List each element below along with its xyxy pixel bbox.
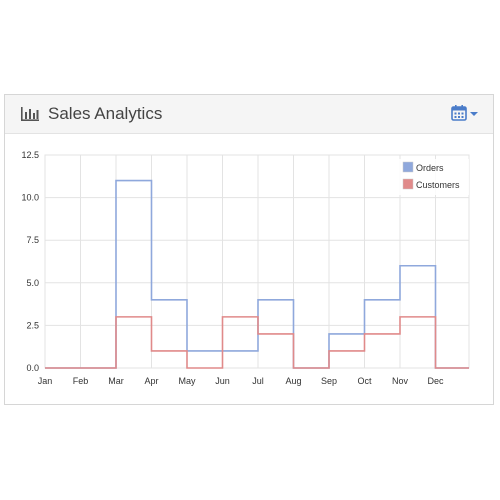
- x-tick-label: Oct: [357, 376, 372, 386]
- legend-label: Customers: [416, 180, 460, 190]
- x-tick-label: Sep: [321, 376, 337, 386]
- y-tick-label: 2.5: [26, 320, 39, 330]
- x-tick-label: May: [178, 376, 196, 386]
- panel-title: Sales Analytics: [48, 104, 163, 123]
- x-tick-label: Apr: [144, 376, 158, 386]
- series-line-customers: [45, 316, 469, 369]
- y-tick-label: 0.0: [26, 363, 39, 373]
- y-tick-label: 7.5: [26, 235, 39, 245]
- legend-swatch: [402, 178, 414, 190]
- sales-analytics-panel: Sales Analytics: [4, 94, 494, 405]
- bar-chart-icon: [21, 107, 39, 121]
- y-tick-label: 5.0: [26, 278, 39, 288]
- legend-swatch: [402, 161, 414, 173]
- x-tick-label: Jul: [252, 376, 264, 386]
- x-tick-label: Aug: [285, 376, 301, 386]
- calendar-icon: [451, 105, 478, 121]
- y-tick-label: 12.5: [21, 150, 39, 160]
- date-range-dropdown[interactable]: [451, 105, 481, 123]
- x-tick-label: Dec: [427, 376, 444, 386]
- x-tick-label: Mar: [108, 376, 124, 386]
- x-tick-label: Jun: [215, 376, 230, 386]
- x-tick-label: Feb: [73, 376, 89, 386]
- chevron-down-icon: [470, 112, 478, 116]
- panel-header: Sales Analytics: [5, 95, 493, 134]
- x-tick-label: Nov: [392, 376, 409, 386]
- x-tick-label: Jan: [38, 376, 53, 386]
- series-line-orders: [45, 179, 469, 369]
- y-tick-label: 10.0: [21, 193, 39, 203]
- legend-label: Orders: [416, 163, 444, 173]
